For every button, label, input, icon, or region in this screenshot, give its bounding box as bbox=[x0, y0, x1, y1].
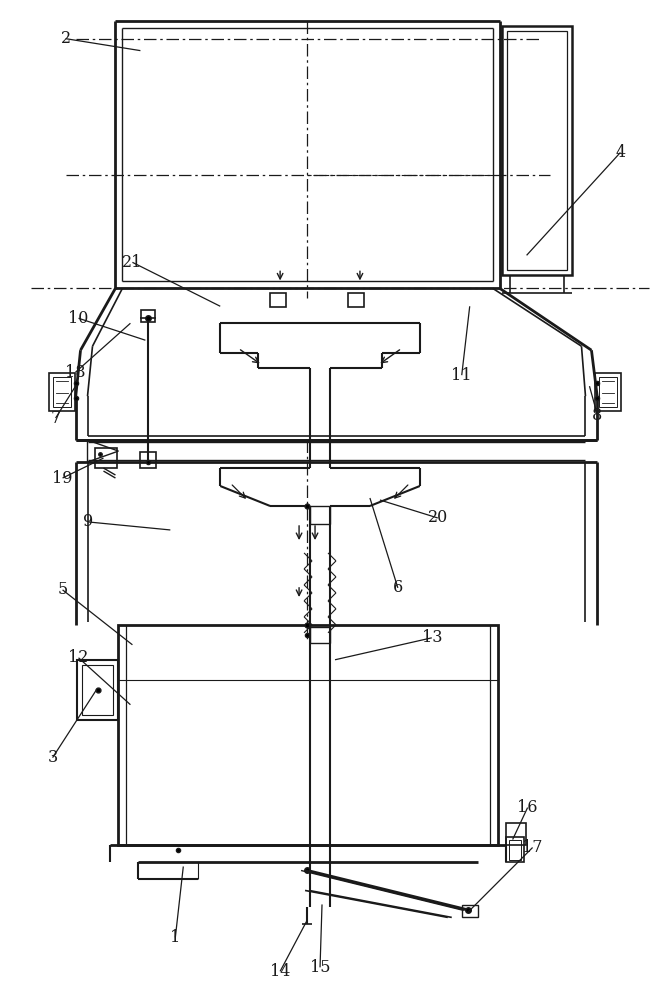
Bar bbox=[142, 310, 156, 322]
Text: 15: 15 bbox=[310, 959, 330, 976]
Text: 14: 14 bbox=[270, 963, 291, 980]
Text: 2: 2 bbox=[61, 30, 71, 47]
Text: 19: 19 bbox=[52, 470, 73, 487]
Bar bbox=[310, 506, 330, 524]
Text: 10: 10 bbox=[68, 310, 89, 327]
Text: 7: 7 bbox=[51, 410, 61, 427]
Text: 16: 16 bbox=[517, 799, 538, 816]
Text: 1: 1 bbox=[170, 929, 180, 946]
Text: 3: 3 bbox=[47, 749, 57, 766]
Text: 4: 4 bbox=[615, 144, 625, 161]
Text: 13: 13 bbox=[422, 629, 442, 646]
Bar bbox=[508, 840, 520, 860]
Bar bbox=[118, 625, 498, 845]
Bar bbox=[599, 377, 617, 407]
Bar bbox=[502, 26, 572, 275]
Text: 12: 12 bbox=[68, 649, 89, 666]
Bar bbox=[140, 452, 156, 468]
Text: 6: 6 bbox=[393, 579, 403, 596]
Bar bbox=[348, 293, 364, 307]
Bar bbox=[81, 665, 114, 715]
Bar bbox=[506, 31, 566, 270]
Text: 20: 20 bbox=[428, 509, 448, 526]
Text: 5: 5 bbox=[57, 581, 67, 598]
Bar bbox=[49, 373, 75, 411]
Bar bbox=[506, 823, 526, 845]
Bar bbox=[53, 377, 71, 407]
Bar bbox=[310, 627, 330, 643]
Text: 21: 21 bbox=[122, 254, 142, 271]
Bar bbox=[506, 837, 524, 862]
Bar bbox=[462, 905, 478, 917]
Text: 8: 8 bbox=[593, 407, 603, 424]
Text: 9: 9 bbox=[84, 513, 94, 530]
Bar bbox=[96, 448, 118, 468]
Bar bbox=[77, 660, 118, 720]
Bar bbox=[595, 373, 621, 411]
Text: 11: 11 bbox=[452, 367, 472, 384]
Text: 17: 17 bbox=[522, 839, 543, 856]
Text: 18: 18 bbox=[65, 364, 86, 381]
Bar bbox=[270, 293, 286, 307]
